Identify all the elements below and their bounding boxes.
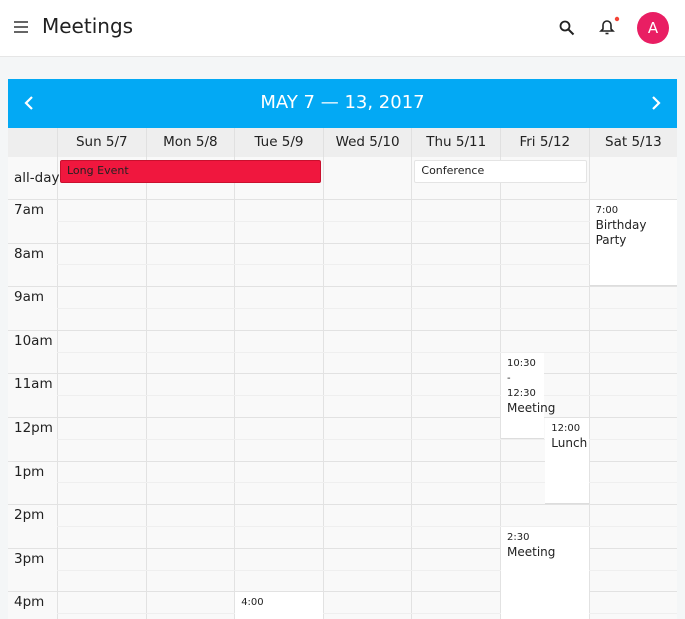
event-time: 4:00	[241, 597, 264, 609]
day-header: Wed 5/10	[322, 128, 412, 157]
event[interactable]: 2:30 Meeting	[501, 527, 589, 619]
event-time: 2:30	[507, 532, 530, 543]
hour-line	[8, 329, 677, 331]
half-hour-line	[57, 264, 677, 266]
event-time: 12:00	[551, 423, 581, 434]
half-hour-line	[57, 351, 677, 353]
column-line	[322, 157, 324, 619]
app-bar: Meetings A	[0, 0, 685, 57]
hour-line	[8, 547, 677, 549]
column-line	[145, 157, 147, 619]
time-label: 8am	[14, 245, 45, 262]
half-hour-line	[57, 526, 677, 527]
column-line	[234, 157, 236, 619]
time-label: 3pm	[14, 550, 45, 567]
hour-line	[8, 504, 677, 506]
calendar-title: MAY 7 — 13, 2017	[260, 92, 425, 113]
half-hour-line	[57, 395, 677, 397]
time-label: 4pm	[14, 594, 45, 611]
event[interactable]: 10:30 - 12:30 Meeting	[501, 352, 556, 439]
calendar: MAY 7 — 13, 2017 Sun 5/7 Mon 5/8 Tue 5/9 We…	[8, 79, 677, 619]
time-label: 1pm	[14, 463, 45, 480]
day-header: Mon 5/8	[145, 128, 235, 157]
event-time: 7:00	[595, 205, 619, 216]
time-label: 12pm	[14, 420, 53, 436]
half-hour-line	[57, 220, 677, 222]
time-label: 7am	[14, 202, 45, 218]
half-hour-line	[57, 482, 677, 484]
day-header: Fri 5/12	[500, 128, 589, 157]
app-title: Meetings	[42, 14, 134, 38]
event[interactable]: 12:00 Lunch	[545, 418, 589, 505]
all-day-event: Long Event	[60, 160, 321, 183]
all-day-label: all-day	[14, 170, 60, 186]
hour-line	[8, 373, 677, 375]
time-label: 2pm	[14, 507, 45, 524]
day-header: Sun 5/7	[57, 128, 146, 157]
event-title: Lunch	[551, 436, 588, 450]
calendar-header: MAY 7 — 13, 2017	[8, 79, 677, 128]
column-line	[57, 157, 58, 619]
avatar[interactable]: A	[637, 12, 669, 44]
hour-line	[8, 286, 677, 288]
day-header: Thu 5/11	[411, 128, 500, 157]
column-line	[411, 157, 413, 619]
prev-button[interactable]	[23, 96, 35, 110]
hour-line	[8, 591, 677, 593]
event[interactable]: 4:00	[235, 592, 323, 619]
event-title: Meeting	[507, 400, 556, 415]
hour-line	[8, 242, 677, 244]
hour-line	[8, 199, 677, 200]
hour-line	[8, 417, 677, 418]
time-label: 10am	[14, 332, 53, 349]
event-title: Birthday Party	[595, 218, 647, 247]
hour-line	[8, 460, 677, 462]
half-hour-line	[57, 569, 677, 571]
column-line	[500, 157, 501, 619]
column-line	[588, 157, 590, 619]
next-button[interactable]	[650, 96, 662, 110]
header-corner	[8, 128, 57, 157]
event-time: 10:30 - 12:30	[507, 357, 536, 399]
notification-icon[interactable]	[598, 16, 620, 38]
event-title: Meeting	[507, 545, 556, 559]
event[interactable]: 7:00 Birthday Party	[589, 200, 677, 287]
day-header: Tue 5/9	[234, 128, 323, 157]
day-header: Sat 5/13	[588, 128, 677, 157]
time-label: 11am	[14, 376, 53, 393]
search-icon[interactable]	[559, 20, 575, 36]
menu-icon[interactable]	[14, 21, 28, 33]
half-hour-line	[57, 438, 677, 440]
half-hour-line	[57, 308, 677, 309]
all-day-event: Conference	[414, 160, 587, 183]
time-label: 9am	[14, 289, 45, 306]
